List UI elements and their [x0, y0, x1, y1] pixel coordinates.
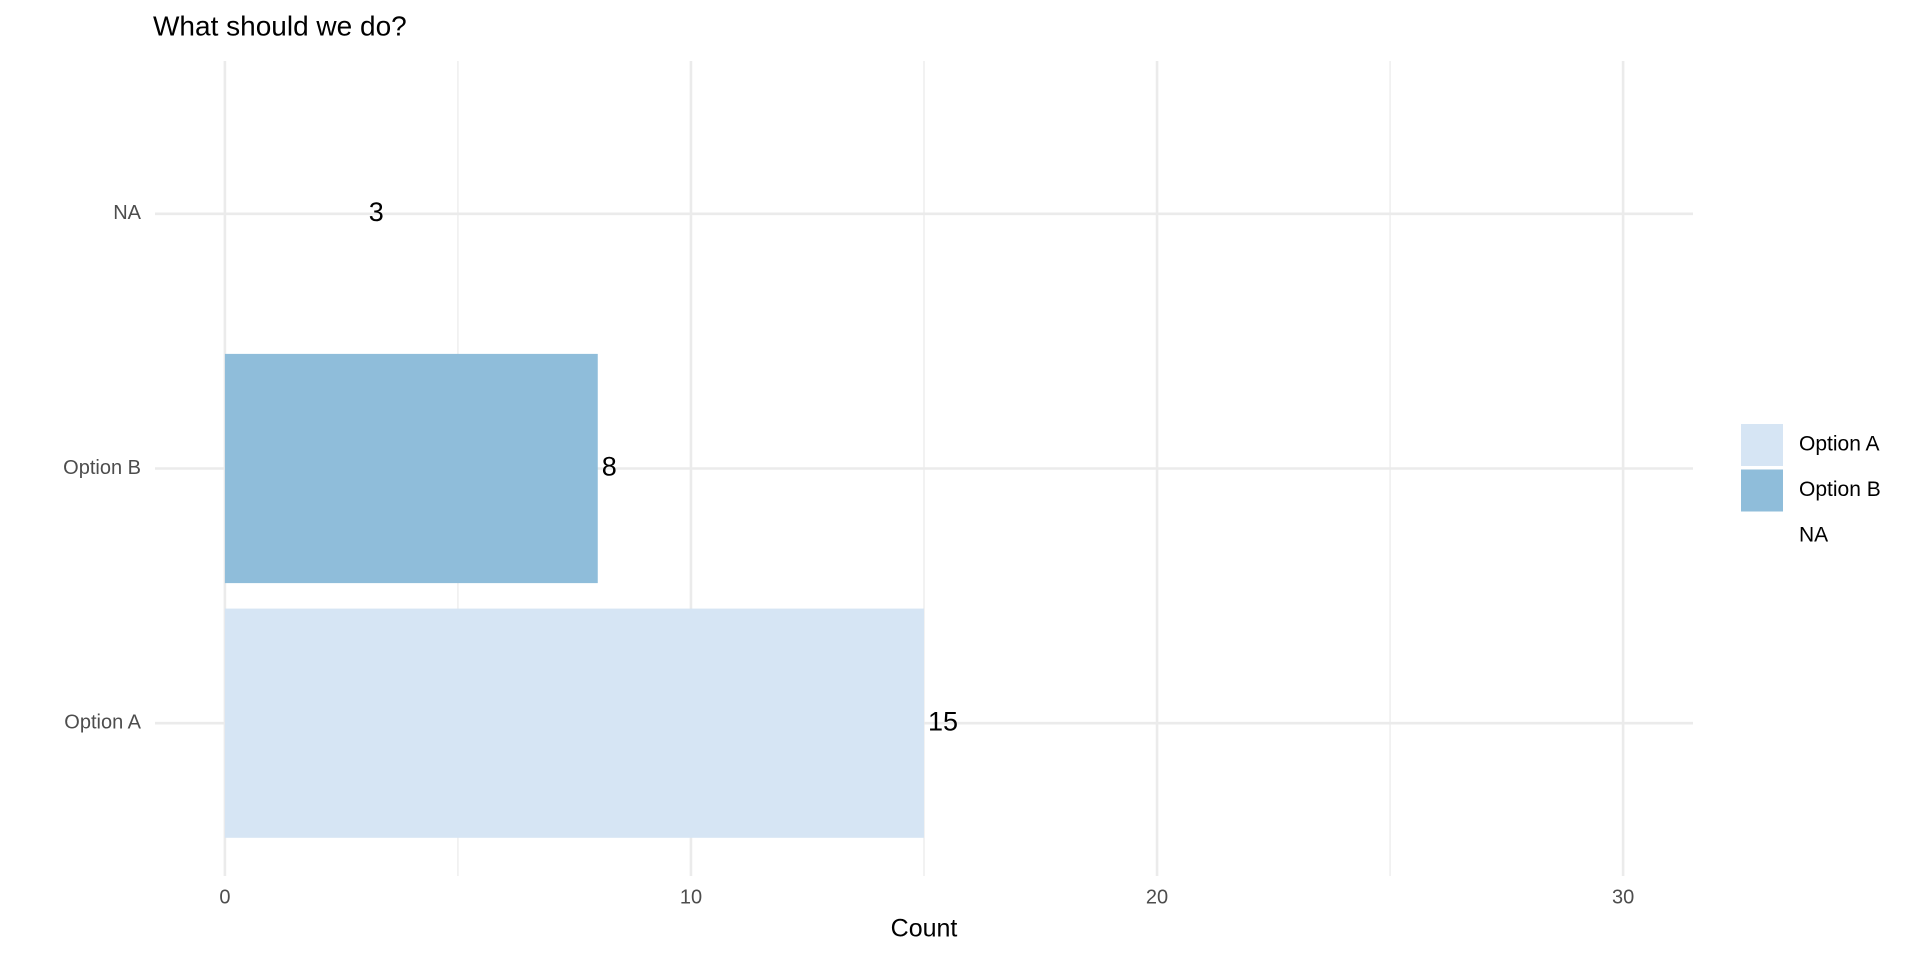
value-label: 15: [928, 706, 958, 736]
x-tick-label: 0: [219, 886, 230, 908]
x-tick-label: 30: [1612, 886, 1634, 908]
x-tick-label: 10: [680, 886, 702, 908]
legend-label: Option B: [1799, 478, 1881, 501]
bar: [224, 353, 598, 584]
x-tick-label: 20: [1146, 886, 1168, 908]
y-tick-label: Option A: [64, 711, 141, 733]
chart-title: What should we do?: [153, 10, 407, 41]
value-label: 8: [602, 452, 617, 482]
legend-key: [1741, 515, 1783, 557]
y-tick-label: NA: [113, 202, 141, 224]
legend-label: Option A: [1799, 433, 1880, 456]
legend-key: [1741, 424, 1783, 466]
x-axis-title: Count: [891, 915, 958, 943]
legend-label: NA: [1799, 524, 1828, 547]
bar: [224, 608, 925, 838]
legend-key: [1741, 469, 1783, 512]
y-tick-label: Option B: [63, 457, 141, 479]
value-label: 3: [369, 197, 384, 227]
